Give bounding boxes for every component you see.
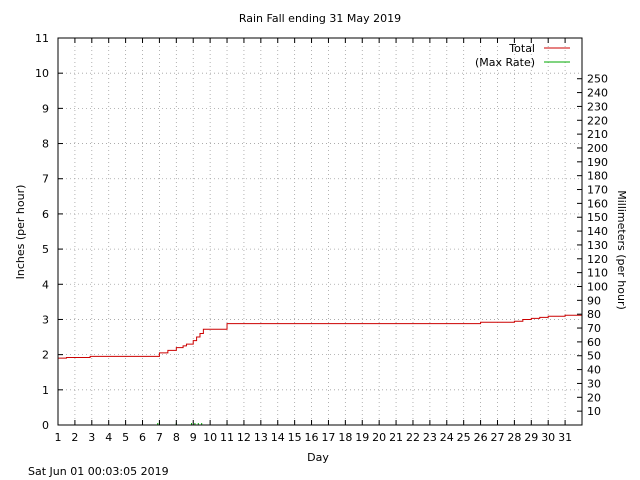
- y2-tick-label: 240: [587, 87, 608, 100]
- y2-tick-label: 230: [587, 100, 608, 113]
- y2-axis-label: Millimeters (per hour): [615, 190, 628, 310]
- x-tick-label: 1: [55, 431, 62, 444]
- y-tick-label: 8: [42, 138, 49, 151]
- x-tick-label: 13: [254, 431, 268, 444]
- axes: 1 2 3 4 5 6 7 8 9 10 11 12 13 14 15 16 17 18 19 20 21 22 23 24 2…: [35, 32, 608, 444]
- y2-tick-label: 220: [587, 114, 608, 127]
- y2-tick-label: 210: [587, 128, 608, 141]
- y2-tick-label: 40: [587, 364, 601, 377]
- x-tick-label: 18: [338, 431, 352, 444]
- y2-tick-label: 30: [587, 377, 601, 390]
- x-tick-label: 31: [558, 431, 572, 444]
- x-tick-label: 17: [321, 431, 335, 444]
- x-tick-label: 21: [389, 431, 403, 444]
- y2-tick-label: 120: [587, 253, 608, 266]
- x-tick-label: 28: [507, 431, 521, 444]
- x-tick-label: 15: [288, 431, 302, 444]
- plot-frame: [57, 37, 583, 426]
- y2-tick-label: 180: [587, 170, 608, 183]
- y2-tick-label: 20: [587, 391, 601, 404]
- x-tick-label: 30: [541, 431, 555, 444]
- y2-tick-label: 110: [587, 267, 608, 280]
- plot-data: [58, 314, 582, 425]
- series-total-line: [58, 314, 582, 359]
- y2-tick-label: 50: [587, 350, 601, 363]
- legend-label: Total: [508, 42, 535, 55]
- x-tick-label: 29: [524, 431, 538, 444]
- y-tick-label: 2: [42, 349, 49, 362]
- x-tick-label: 10: [203, 431, 217, 444]
- x-tick-label: 14: [271, 431, 285, 444]
- y2-tick-label: 80: [587, 308, 601, 321]
- y-tick-label: 9: [42, 102, 49, 115]
- y-tick-label: 3: [42, 313, 49, 326]
- x-tick-label: 3: [88, 431, 95, 444]
- x-tick-label: 16: [305, 431, 319, 444]
- x-tick-label: 12: [237, 431, 251, 444]
- y-tick-label: 1: [42, 384, 49, 397]
- y2-tick-label: 150: [587, 211, 608, 224]
- y2-tick-label: 200: [587, 142, 608, 155]
- x-tick-label: 19: [355, 431, 369, 444]
- x-tick-label: 20: [372, 431, 386, 444]
- x-tick-label: 5: [122, 431, 129, 444]
- x-tick-label: 4: [105, 431, 112, 444]
- x-tick-label: 27: [490, 431, 504, 444]
- x-tick-label: 2: [71, 431, 78, 444]
- footer-timestamp: Sat Jun 01 00:03:05 2019: [28, 465, 169, 478]
- y2-tick-label: 190: [587, 156, 608, 169]
- legend: Total(Max Rate): [475, 42, 570, 69]
- y2-tick-label: 250: [587, 73, 608, 86]
- x-tick-label: 9: [190, 431, 197, 444]
- y-tick-label: 10: [35, 67, 49, 80]
- y2-tick-label: 100: [587, 280, 608, 293]
- legend-label: (Max Rate): [475, 56, 535, 69]
- y-tick-label: 5: [42, 243, 49, 256]
- y-tick-label: 4: [42, 278, 49, 291]
- y-tick-label: 6: [42, 208, 49, 221]
- y-axis-label: Inches (per hour): [14, 185, 27, 280]
- y2-tick-label: 60: [587, 336, 601, 349]
- x-tick-label: 22: [406, 431, 420, 444]
- x-tick-label: 8: [173, 431, 180, 444]
- x-tick-label: 6: [139, 431, 146, 444]
- y2-tick-label: 10: [587, 405, 601, 418]
- y2-tick-label: 70: [587, 322, 601, 335]
- x-axis-label: Day: [307, 451, 329, 464]
- y2-tick-label: 90: [587, 294, 601, 307]
- y2-tick-label: 140: [587, 225, 608, 238]
- x-tick-label: 24: [440, 431, 454, 444]
- y-tick-label: 11: [35, 32, 49, 45]
- y2-tick-label: 130: [587, 239, 608, 252]
- x-tick-label: 7: [156, 431, 163, 444]
- y-tick-label: 0: [42, 419, 49, 432]
- y2-tick-label: 170: [587, 184, 608, 197]
- y2-tick-label: 160: [587, 197, 608, 210]
- grid: [58, 38, 582, 425]
- y-tick-label: 7: [42, 173, 49, 186]
- x-tick-label: 23: [423, 431, 437, 444]
- x-tick-label: 11: [220, 431, 234, 444]
- chart-title: Rain Fall ending 31 May 2019: [239, 12, 401, 25]
- x-tick-label: 26: [474, 431, 488, 444]
- x-tick-label: 25: [457, 431, 471, 444]
